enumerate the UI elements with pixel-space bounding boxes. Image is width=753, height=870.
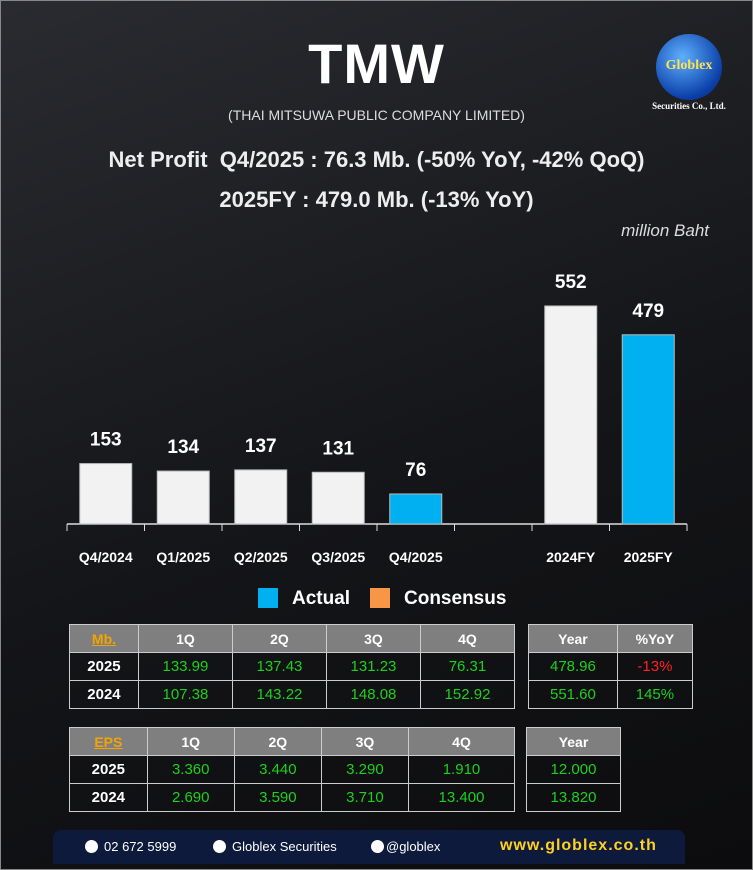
table-cell: 3.290 — [320, 755, 410, 784]
bar — [234, 469, 288, 525]
table-cell: %YoY — [616, 624, 694, 653]
table-row: 12.000 — [526, 755, 621, 784]
x-tick-label: 2024FY — [546, 549, 596, 565]
value-label: 137 — [245, 436, 277, 457]
x-tick-label: Q3/2025 — [311, 549, 365, 565]
table-cell: 1Q — [137, 624, 233, 653]
table-cell: 3.590 — [233, 783, 322, 812]
bar — [156, 470, 210, 525]
bar — [389, 493, 443, 525]
table-cell: 3.710 — [320, 783, 410, 812]
table-row: 2025 3.360 3.440 3.290 1.910 — [69, 755, 515, 784]
table-cell: 131.23 — [325, 652, 421, 681]
profit-table: Mb. 1Q 2Q 3Q 4Q 2025 133.99 137.43 131.23 76.31 20… — [69, 624, 516, 709]
logo-sub: Securities Co., Ltd. — [652, 101, 726, 111]
table-cell: 3Q — [325, 624, 421, 653]
value-label: 552 — [555, 272, 587, 293]
eps-year-table: Year 12.000 13.820 — [526, 727, 621, 812]
phone-text: 02 672 5999 — [104, 839, 177, 854]
table-cell: 2Q — [233, 727, 322, 756]
table-row: 2024 107.38 143.22 148.08 152.92 — [69, 680, 516, 709]
x-tick-label: Q4/2024 — [79, 549, 133, 565]
table-cell: 3Q — [320, 727, 410, 756]
table-row: 2025 133.99 137.43 131.23 76.31 — [69, 652, 516, 681]
table-cell: EPS — [69, 727, 148, 756]
legend-swatch — [370, 588, 390, 608]
table-cell: 12.000 — [526, 755, 621, 784]
value-label: 131 — [322, 438, 354, 459]
table-cell: -13% — [616, 652, 694, 681]
value-label: 153 — [90, 430, 122, 451]
table-cell: 2.690 — [146, 783, 235, 812]
table-cell: 133.99 — [137, 652, 233, 681]
table-cell: 145% — [616, 680, 694, 709]
bar — [544, 305, 598, 525]
table-cell: 2024 — [69, 680, 139, 709]
table-cell: 4Q — [419, 624, 516, 653]
table-cell: 76.31 — [419, 652, 516, 681]
phone: 02 672 5999 — [85, 839, 176, 854]
logo — [656, 34, 722, 100]
logo-name: Globlex — [665, 58, 713, 73]
line-text: @globlex — [386, 839, 441, 854]
bar — [79, 463, 133, 525]
legend-label: Consensus — [404, 588, 506, 609]
table-cell: 143.22 — [231, 680, 327, 709]
facebook: Globlex Securities — [213, 839, 337, 854]
subtitle: (THAI MITSUWA PUBLIC COMPANY LIMITED) — [228, 107, 525, 123]
table-cell: 2Q — [231, 624, 327, 653]
table-row: 551.60 145% — [528, 680, 694, 709]
table-cell: 1.910 — [408, 755, 515, 784]
table-row: 13.820 — [526, 783, 621, 812]
table-cell: 2025 — [69, 652, 139, 681]
headline: 2025FY : 479.0 Mb. (-13% YoY) — [219, 187, 534, 212]
table-row: 478.96 -13% — [528, 652, 694, 681]
profit-year-table: Year %YoY 478.96 -13% 551.60 145% — [528, 624, 694, 709]
facebook-text: Globlex Securities — [232, 839, 337, 854]
x-tick-label: Q4/2025 — [389, 549, 443, 565]
chart: Q4/2024 153 Q1/2025 134 Q2/2025 137 Q3/2025 131… — [66, 272, 688, 609]
bar — [621, 334, 675, 525]
legend-label: Actual — [292, 588, 350, 609]
table-cell: 137.43 — [231, 652, 327, 681]
table-cell: 13.400 — [408, 783, 515, 812]
value-label: 134 — [167, 437, 199, 458]
table-cell: 2025 — [69, 755, 148, 784]
title: TMW — [308, 32, 445, 95]
table-cell: 148.08 — [325, 680, 421, 709]
table-cell: Year — [528, 624, 618, 653]
eps-table: EPS 1Q 2Q 3Q 4Q 2025 3.360 3.440 3.290 1.910 2024 2… — [69, 727, 515, 812]
header-row: EPS 1Q 2Q 3Q 4Q — [69, 727, 515, 756]
value-label: 76 — [405, 460, 426, 481]
value-label: 479 — [632, 301, 664, 322]
website[interactable]: www.globlex.co.th — [500, 837, 657, 854]
table-cell: 3.440 — [233, 755, 322, 784]
bar — [311, 471, 365, 525]
table-cell: 1Q — [146, 727, 235, 756]
footer: 02 672 5999 Globlex Securities @globlex … — [53, 830, 685, 864]
table-cell: Mb. — [69, 624, 139, 653]
line: @globlex — [371, 839, 440, 854]
header-row: Mb. 1Q 2Q 3Q 4Q — [69, 624, 516, 653]
table-cell: 107.38 — [137, 680, 233, 709]
table-cell: 2024 — [69, 783, 148, 812]
table-cell: 3.360 — [146, 755, 235, 784]
table-cell: 13.820 — [526, 783, 621, 812]
table-cell: 478.96 — [528, 652, 618, 681]
legend-swatch — [258, 588, 278, 608]
table-cell: 551.60 — [528, 680, 618, 709]
table-cell: 4Q — [408, 727, 515, 756]
table-cell: 152.92 — [419, 680, 516, 709]
table-row: 2024 2.690 3.590 3.710 13.400 — [69, 783, 515, 812]
headline: Net Profit Q4/2025 : 76.3 Mb. (-50% YoY,… — [108, 147, 645, 172]
table-cell: Year — [526, 727, 621, 756]
header-row: Year %YoY — [528, 624, 694, 653]
x-tick-label: Q2/2025 — [234, 549, 288, 565]
x-tick-label: 2025FY — [624, 549, 674, 565]
x-tick-label: Q1/2025 — [156, 549, 210, 565]
unit-label: million Baht — [621, 221, 709, 240]
header-row: Year — [526, 727, 621, 756]
